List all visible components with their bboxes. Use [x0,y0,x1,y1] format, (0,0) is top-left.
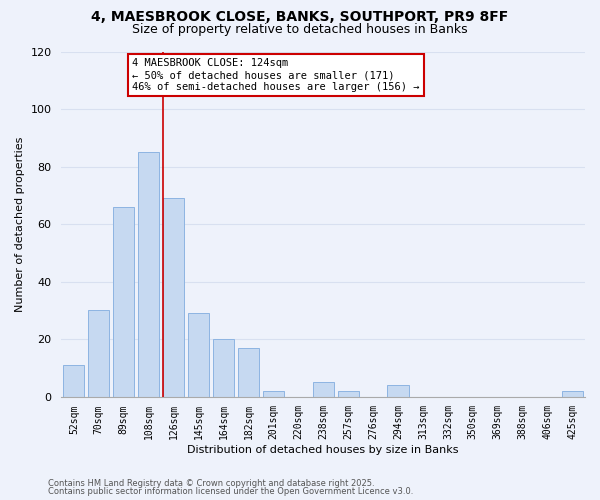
Bar [388,385,409,396]
Bar [163,198,184,396]
Y-axis label: Number of detached properties: Number of detached properties [15,136,25,312]
Bar [238,348,259,397]
Bar [338,391,359,396]
Bar [188,313,209,396]
Text: Contains HM Land Registry data © Crown copyright and database right 2025.: Contains HM Land Registry data © Crown c… [48,478,374,488]
Bar [138,152,159,396]
Bar [313,382,334,396]
Bar [263,391,284,396]
Text: 4 MAESBROOK CLOSE: 124sqm
← 50% of detached houses are smaller (171)
46% of semi: 4 MAESBROOK CLOSE: 124sqm ← 50% of detac… [132,58,419,92]
Bar [562,391,583,396]
Text: Contains public sector information licensed under the Open Government Licence v3: Contains public sector information licen… [48,487,413,496]
Bar [113,207,134,396]
Text: 4, MAESBROOK CLOSE, BANKS, SOUTHPORT, PR9 8FF: 4, MAESBROOK CLOSE, BANKS, SOUTHPORT, PR… [91,10,509,24]
X-axis label: Distribution of detached houses by size in Banks: Distribution of detached houses by size … [187,445,459,455]
Text: Size of property relative to detached houses in Banks: Size of property relative to detached ho… [132,22,468,36]
Bar [213,339,234,396]
Bar [63,365,85,396]
Bar [88,310,109,396]
